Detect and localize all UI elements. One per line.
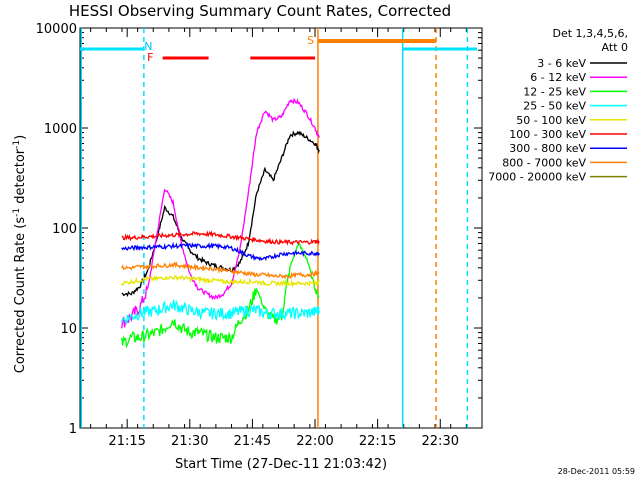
y-axis-label-sup1: -1 [12,208,22,217]
series-line-6 [121,241,320,262]
series-line-4 [121,274,320,288]
x-tick-label: 22:15 [359,434,396,449]
y-tick-label: 10 [60,322,77,337]
plot-frame [79,27,483,429]
legend-label-6: 300 - 800 keV [509,142,586,155]
plot-area: 1 10 100 1000 10000 21:15 21:30 21:45 22:00 22:15… [36,22,483,449]
annotation-s: S [307,34,314,47]
series-line-1 [121,97,320,329]
y-tick-label: 10000 [36,22,77,37]
series-line-3 [121,299,320,325]
y-axis-label-sup2: -1 [12,140,22,149]
x-tick-label: 21:45 [234,434,271,449]
annotation-n: N [144,40,152,53]
y-axis-label-end: ) [13,135,28,140]
y-tick-label: 1000 [44,122,77,137]
x-tick-label: 22:00 [296,434,333,449]
series-line-2 [121,242,320,349]
legend-header-line1: Det 1,3,4,5,6, [552,27,628,40]
legend-header-line2: Att 0 [602,41,628,54]
legend-label-4: 50 - 100 keV [516,114,586,127]
legend-label-1: 6 - 12 keV [530,71,586,84]
annotation-f: F [147,51,153,64]
x-axis-label: Start Time (27-Dec-11 21:03:42) [175,457,387,472]
y-axis-label-main: Corrected Count Rate (s [13,217,28,374]
generation-timestamp: 28-Dec-2011 05:59 [558,467,635,476]
legend-label-5: 100 - 300 keV [509,128,586,141]
series-line-7 [121,261,320,280]
x-tick-label: 21:15 [108,434,145,449]
chart-title: HESSI Observing Summary Count Rates, Cor… [69,2,451,20]
legend-label-8: 7000 - 20000 keV [488,171,586,184]
y-tick-label: 100 [52,222,77,237]
series-line-5 [121,230,320,246]
y-axis-label: Corrected Count Rate (s-1 detector-1) [12,135,28,373]
legend-label-0: 3 - 6 keV [537,57,586,70]
y-axis-label-mid: detector [13,148,28,208]
legend-label-7: 800 - 7000 keV [502,156,586,169]
legend-label-3: 25 - 50 keV [523,100,586,113]
x-tick-label: 21:30 [171,434,208,449]
y-tick-label: 1 [69,422,77,437]
legend-label-2: 12 - 25 keV [523,85,586,98]
x-tick-label: 22:30 [422,434,459,449]
